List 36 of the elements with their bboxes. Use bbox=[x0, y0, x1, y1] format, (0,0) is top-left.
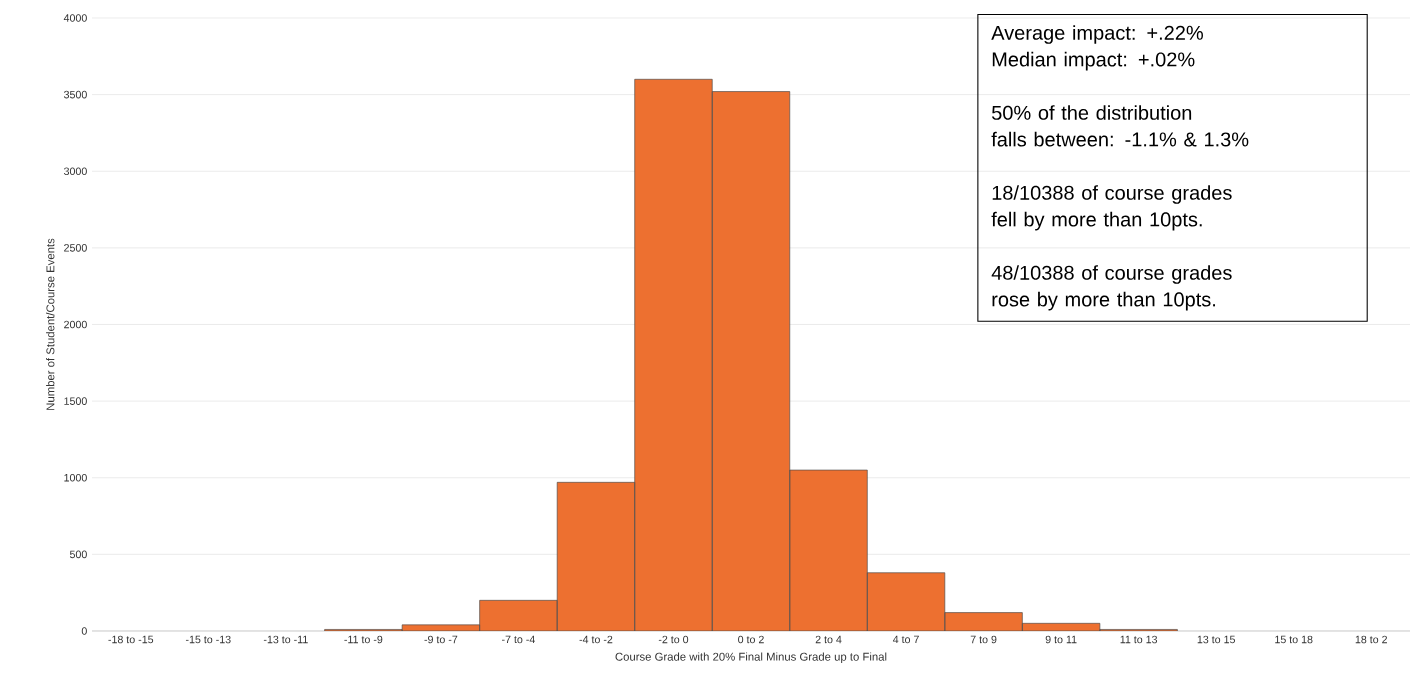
x-tick-label: -18 to -15 bbox=[108, 635, 154, 644]
x-tick-label: 4 to 7 bbox=[892, 635, 919, 644]
annotation: 48/10388 of course grades bbox=[991, 265, 1232, 284]
x-tick-label: 0 to 2 bbox=[738, 635, 764, 644]
y-tick-label: 2000 bbox=[64, 320, 87, 329]
x-tick-label: -15 to -13 bbox=[185, 635, 231, 644]
x-tick-label: 9 to 11 bbox=[1045, 635, 1077, 644]
x-axis-title: Course Grade with 20% Final Minus Grade up to Final bbox=[615, 652, 887, 663]
x-tick-label: 13 to 15 bbox=[1197, 635, 1235, 644]
x-tick-label: -4 to -2 bbox=[579, 635, 613, 644]
y-tick-label: 1000 bbox=[64, 473, 87, 482]
x-tick-label: 15 to 18 bbox=[1275, 635, 1313, 644]
annotation: 18/10388 of course grades bbox=[992, 185, 1232, 204]
y-axis-title: Number of Student/Course Events bbox=[46, 238, 55, 410]
annotation: 50% of the distribution bbox=[992, 105, 1192, 120]
y-tick-label: 3000 bbox=[63, 167, 87, 176]
x-tick-label: 18 to 2 bbox=[1355, 635, 1387, 644]
annotation: rose by more than 10pts. bbox=[992, 291, 1215, 311]
x-tick-label: -13 to -11 bbox=[263, 635, 308, 644]
annotation: falls between: -1.1% & 1.3% bbox=[991, 131, 1249, 147]
annotation: Average impact: +.22% bbox=[991, 25, 1203, 44]
x-tick-label: -7 to -4 bbox=[502, 635, 535, 644]
x-tick-label: 11 to 13 bbox=[1120, 635, 1158, 644]
y-tick-label: 0 bbox=[81, 627, 87, 635]
x-tick-label: 2 to 4 bbox=[815, 635, 842, 644]
y-tick-label: 1500 bbox=[64, 397, 87, 405]
annotation: fell by more than 10pts. bbox=[991, 211, 1202, 231]
y-tick-label: 2500 bbox=[64, 244, 87, 252]
y-tick-label: 500 bbox=[69, 550, 87, 559]
annotation: Median impact: +.02% bbox=[992, 51, 1195, 71]
x-tick-label: -2 to 0 bbox=[658, 635, 689, 644]
x-tick-label: -9 to -7 bbox=[424, 635, 458, 644]
y-tick-label: 3500 bbox=[63, 90, 87, 99]
x-tick-label: -11 to -9 bbox=[344, 635, 383, 644]
y-tick-label: 4000 bbox=[63, 14, 87, 22]
x-tick-label: 7 to 9 bbox=[970, 635, 997, 644]
